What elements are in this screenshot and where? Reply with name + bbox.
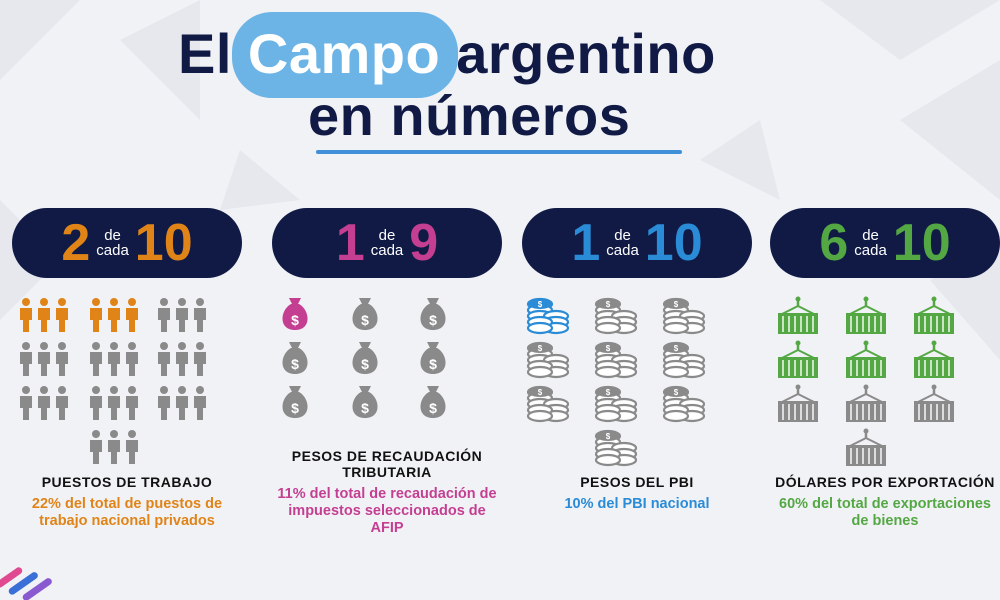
coin-stack-icon: $: [662, 297, 706, 335]
svg-text:$: $: [361, 356, 369, 372]
svg-text:$: $: [538, 388, 543, 397]
svg-text:$: $: [606, 300, 611, 309]
stat-connector: de cada: [854, 227, 887, 259]
people-group-icon: [90, 430, 138, 464]
stat-numerator: 1: [335, 214, 365, 272]
shipping-container-icon: [846, 340, 886, 378]
title-line-1: El Campo argentino: [178, 12, 716, 98]
money-bag-icon: $: [282, 298, 308, 330]
stat-denominator: 10: [644, 214, 703, 272]
money-bag-grid: $ $ $ $ $ $ $ $ $: [272, 296, 502, 466]
svg-text:$: $: [291, 312, 299, 328]
coin-stack-icon: $: [662, 341, 706, 379]
coin-stack-grid: $ $ $ $ $ $ $ $ $ $: [522, 296, 752, 467]
coin-stack-icon: $: [594, 429, 638, 467]
svg-text:$: $: [538, 300, 543, 309]
container-grid: [770, 296, 1000, 466]
brand-logo-icon: [0, 567, 52, 600]
money-bag-icon: $: [352, 386, 378, 418]
stat-description: 22% del total de puestos de trabajo naci…: [31, 496, 223, 529]
stat-denominator: 10: [892, 214, 951, 272]
title-part-2: argentino: [456, 22, 716, 85]
stat-description: 60% del total de exportaciones de bienes: [779, 496, 991, 529]
shipping-container-icon: [914, 384, 954, 422]
stat-connector: de cada: [370, 227, 404, 259]
stat-column-tax: 1 de cada 9 $ $ $ $ $ $ $ $ $ PESOS DE RE…: [272, 208, 502, 537]
shipping-container-icon: [846, 296, 886, 334]
money-bag-icon: $: [352, 342, 378, 374]
svg-text:$: $: [674, 300, 679, 309]
svg-text:$: $: [606, 432, 611, 441]
people-group-icon: [90, 298, 138, 332]
people-group-icon: [20, 386, 68, 420]
people-group-icon: [158, 386, 206, 420]
svg-text:$: $: [538, 344, 543, 353]
money-bag-icon: $: [282, 342, 308, 374]
people-group-icon: [90, 386, 138, 420]
shipping-container-icon: [914, 340, 954, 378]
shipping-container-icon: [778, 384, 818, 422]
coin-stack-icon: $: [526, 385, 570, 423]
coin-stack-icon: $: [594, 341, 638, 379]
title-underline: [316, 150, 682, 154]
stat-badge: 2 de cada 10: [12, 208, 242, 278]
coin-stack-icon: $: [662, 385, 706, 423]
stat-denominator: 10: [134, 214, 193, 272]
stat-column-exports: 6 de cada 10: [770, 208, 1000, 530]
stat-numerator: 2: [61, 214, 91, 272]
stat-label: PUESTOS DE TRABAJO: [41, 474, 213, 490]
svg-text:$: $: [606, 344, 611, 353]
shipping-container-icon: [846, 428, 886, 466]
stat-connector: de cada: [606, 227, 639, 259]
svg-text:$: $: [674, 344, 679, 353]
stat-connector: de cada: [96, 227, 129, 259]
money-bag-icon: $: [352, 298, 378, 330]
title: El Campo argentino en números: [0, 0, 1000, 160]
svg-text:$: $: [361, 312, 369, 328]
svg-text:$: $: [429, 400, 437, 416]
stat-numerator: 6: [819, 214, 849, 272]
money-bag-icon: $: [420, 298, 446, 330]
coin-stack-icon: $: [594, 385, 638, 423]
people-group-icon: [20, 342, 68, 376]
shipping-container-icon: [846, 384, 886, 422]
stat-label: DÓLARES POR EXPORTACIÓN: [775, 474, 995, 490]
people-group-icon: [158, 342, 206, 376]
money-bag-icon: $: [282, 386, 308, 418]
stat-denominator: 9: [409, 214, 439, 272]
money-bag-icon: $: [420, 386, 446, 418]
stat-label: PESOS DEL PBI: [580, 474, 694, 490]
stat-numerator: 1: [571, 214, 601, 272]
stat-badge: 1 de cada 10: [522, 208, 752, 278]
coin-stack-icon: $: [526, 297, 570, 335]
shipping-container-icon: [778, 340, 818, 378]
people-group-icon: [158, 298, 206, 332]
svg-text:$: $: [291, 400, 299, 416]
stat-badge: 6 de cada 10: [770, 208, 1000, 278]
money-bag-icon: $: [420, 342, 446, 374]
title-part-1: El: [178, 22, 232, 85]
title-highlight: Campo: [231, 12, 459, 98]
svg-text:$: $: [429, 312, 437, 328]
people-group-icon: [20, 298, 68, 332]
svg-text:$: $: [291, 356, 299, 372]
coin-stack-icon: $: [526, 341, 570, 379]
people-group-icon: [90, 342, 138, 376]
svg-text:$: $: [429, 356, 437, 372]
svg-text:$: $: [361, 400, 369, 416]
stat-description: 10% del PBI nacional: [564, 496, 710, 512]
people-grid: [12, 296, 242, 466]
svg-text:$: $: [606, 388, 611, 397]
coin-stack-icon: $: [594, 297, 638, 335]
shipping-container-icon: [914, 296, 954, 334]
stat-badge: 1 de cada 9: [272, 208, 502, 278]
stat-label: PESOS DE RECAUDACIÓN TRIBUTARIA: [291, 448, 483, 480]
svg-text:$: $: [674, 388, 679, 397]
stat-column-jobs: 2 de cada 10 PUESTOS DE TRABAJO 22% del t…: [12, 208, 242, 530]
title-line-2: en números: [308, 84, 631, 147]
stat-description: 11% del total de recaudación de impuesto…: [277, 486, 497, 536]
stat-column-gdp: 1 de cada 10 $ $ $ $ $ $ $ $ $ $ PESOS DE…: [522, 208, 752, 513]
shipping-container-icon: [778, 296, 818, 334]
